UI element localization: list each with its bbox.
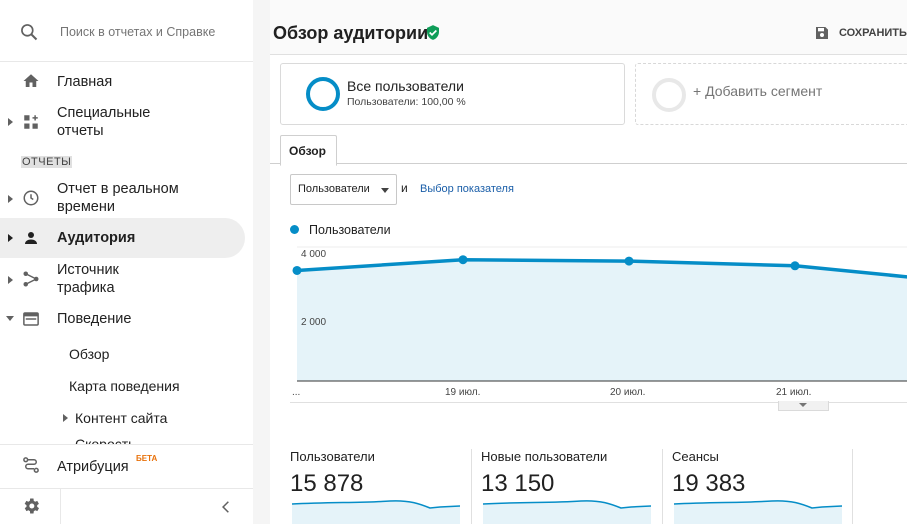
divider [270,54,907,55]
behavior-icon [23,312,39,326]
sidebar-item-label: Аудитория [57,230,136,246]
sidebar-subitem-site-speed[interactable]: Скорость [75,436,136,444]
save-icon[interactable] [814,25,830,41]
sidebar: Главная Специальные отчеты ОТЧЕТЫ Отчет … [0,0,253,524]
add-segment-card[interactable]: + Добавить сегмент [635,63,907,125]
metric-value: 13 150 [481,470,555,497]
data-point [292,265,302,275]
select-metric-link[interactable]: Выбор показателя [420,183,514,195]
data-point [624,256,634,266]
verified-shield-icon [427,25,439,40]
header-bar [270,0,907,54]
conjunction-label: и [401,181,408,195]
add-segment-button[interactable]: + Добавить сегмент [693,83,823,99]
expand-arrow-icon [8,234,13,242]
clock-icon [23,190,39,206]
chart-bottom-rule [290,402,907,403]
attribution-icon [23,457,39,473]
segment-title: Все пользователи [347,78,464,94]
data-point [790,261,800,271]
tab-overview[interactable]: Обзор [280,135,337,166]
data-point [458,255,468,265]
divider [662,449,663,524]
users-line-chart [292,246,907,382]
divider [60,488,61,524]
x-tick-label: 20 июл. [610,387,646,398]
x-tick-label: 21 июл. [776,387,812,398]
sparkline-users [291,500,461,524]
sidebar-item-label: Отчет в реальном времени [57,181,179,215]
page-title: Обзор аудитории [273,23,429,43]
sidebar-subitem-behavior-flow[interactable]: Карта поведения [69,378,180,394]
expand-arrow-icon [63,414,68,422]
sidebar-item-home[interactable]: Главная [0,68,245,96]
segment-ring-icon [306,77,340,111]
x-tick-label: 19 июл. [445,387,481,398]
expand-arrow-icon [8,195,13,203]
sidebar-item-label: Специальные отчеты [57,105,151,139]
beta-badge: БЕТА [136,454,158,463]
divider [0,61,253,62]
sidebar-item-label: Главная [57,74,113,90]
sidebar-item-acquisition[interactable]: Источник трафика [0,260,245,300]
acquisition-icon [23,271,39,287]
sidebar-item-attribution[interactable]: Атрибуция БЕТА [0,452,245,478]
divider [852,449,853,524]
segment-ring-empty-icon [652,78,686,112]
sidebar-item-behavior[interactable]: Поведение [0,306,245,332]
legend-dot [290,225,299,234]
chevron-down-icon [381,188,389,193]
tab-underline [270,163,907,164]
sidebar-subitem-site-content[interactable]: Контент сайта [75,410,168,426]
metric-label: Новые пользователи [481,449,608,464]
metric-value: 19 383 [672,470,746,497]
section-label: ОТЧЕТЫ [21,156,73,168]
sidebar-item-label: Атрибуция [57,459,129,475]
home-icon [23,74,39,87]
chevron-down-icon [799,403,807,407]
sidebar-gutter [253,0,270,524]
sparkline-sessions [673,500,843,524]
metric-dropdown-value: Пользователи [298,183,370,195]
search-icon[interactable] [19,22,39,42]
collapse-arrow-icon [6,316,14,321]
divider [0,488,253,489]
series-area [297,259,907,381]
main-content: Обзор аудитории СОХРАНИТЬ Все пользовате… [270,0,907,524]
search-input[interactable] [58,20,232,44]
sidebar-item-custom-reports[interactable]: Специальные отчеты [0,102,245,142]
collapse-sidebar-icon[interactable] [219,500,233,514]
metric-value: 15 878 [290,470,364,497]
sidebar-subitem-overview[interactable]: Обзор [69,346,110,362]
sidebar-item-label: Поведение [57,311,132,327]
segment-card-all-users[interactable]: Все пользователи Пользователи: 100,00 % [280,63,625,125]
metric-label: Сеансы [672,449,719,464]
metric-label: Пользователи [290,449,375,464]
save-button[interactable]: СОХРАНИТЬ [839,27,907,39]
legend-label: Пользователи [309,223,391,237]
y-tick-label: 2 000 [301,317,327,328]
y-tick-label: 4 000 [301,249,327,260]
gear-icon[interactable] [21,496,41,516]
metric-dropdown[interactable]: Пользователи [290,174,397,205]
dashboard-icon [24,115,38,129]
expand-arrow-icon [8,276,13,284]
tab-label: Обзор [289,144,326,158]
divider [471,449,472,524]
divider [0,444,253,445]
sidebar-subitem-speed-clip: Скорость [75,436,135,444]
sidebar-item-audience[interactable]: Аудитория [0,218,245,258]
sparkline-new-users [482,500,652,524]
person-icon [25,232,37,244]
expand-arrow-icon [8,118,13,126]
sidebar-item-realtime[interactable]: Отчет в реальном времени [0,180,245,218]
sidebar-item-label: Источник трафика [57,262,119,296]
chart-resize-handle[interactable] [778,401,829,411]
x-tick-label: ... [292,387,301,398]
segment-subtitle: Пользователи: 100,00 % [347,96,466,108]
